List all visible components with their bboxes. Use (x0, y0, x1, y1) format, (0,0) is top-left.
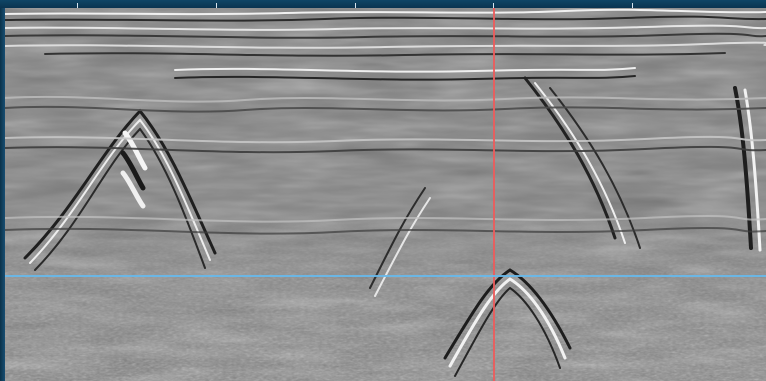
radargram-canvas[interactable] (5, 8, 766, 381)
ruler-tick (216, 3, 217, 8)
ruler-tick (355, 3, 356, 8)
horizontal-depth-cursor[interactable] (5, 275, 766, 277)
ruler-tick (77, 3, 78, 8)
left-depth-rail (0, 8, 5, 381)
top-distance-ruler (0, 0, 766, 8)
midband-layers (5, 95, 766, 235)
radargram-image (5, 8, 766, 381)
diffraction-hyperbolas (23, 76, 762, 377)
ruler-tick (632, 3, 633, 8)
vertical-trace-cursor[interactable] (493, 8, 495, 381)
surface-reflections (5, 8, 766, 81)
ruler-tick (493, 3, 494, 8)
